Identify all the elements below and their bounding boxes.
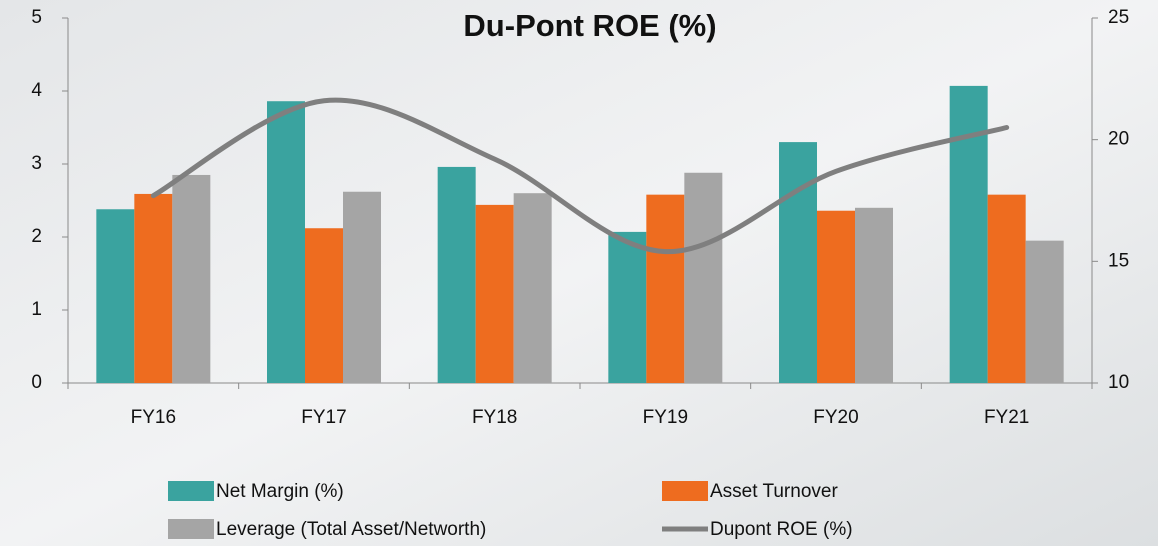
y2-tick-label: 15 xyxy=(1108,250,1129,271)
line xyxy=(150,97,1010,255)
y-tick-label: 1 xyxy=(31,299,42,320)
bar xyxy=(134,193,173,383)
bar xyxy=(779,142,817,383)
bar xyxy=(343,191,381,383)
bar xyxy=(646,194,685,383)
y-tick-label: 2 xyxy=(31,226,42,247)
bar xyxy=(96,209,135,383)
y2-tick-label: 25 xyxy=(1108,7,1129,28)
bar xyxy=(608,231,647,383)
y2-tick-label: 10 xyxy=(1108,372,1129,393)
bar xyxy=(949,85,988,383)
legend-label: Net Margin (%) xyxy=(216,481,344,502)
legend-label: Asset Turnover xyxy=(710,481,838,502)
y-tick-label: 0 xyxy=(31,372,42,393)
bar xyxy=(475,204,514,383)
y-tick-label: 3 xyxy=(31,153,42,174)
x-tick-label: FY17 xyxy=(301,407,346,428)
bar xyxy=(172,174,211,383)
bar xyxy=(305,228,343,383)
bar xyxy=(987,194,1026,383)
x-tick-label: FY20 xyxy=(813,407,858,428)
bar xyxy=(267,101,305,383)
x-tick-label: FY19 xyxy=(643,407,688,428)
bar xyxy=(684,172,723,383)
legend-swatch xyxy=(662,481,708,501)
y2-tick-label: 20 xyxy=(1108,129,1129,150)
chart-title: Du-Pont ROE (%) xyxy=(463,8,716,43)
bar xyxy=(1025,240,1064,383)
x-tick-label: FY18 xyxy=(472,407,517,428)
x-tick-label: FY16 xyxy=(131,407,176,428)
legend-label: Dupont ROE (%) xyxy=(710,519,853,540)
bar xyxy=(855,207,893,383)
legend-label: Leverage (Total Asset/Networth) xyxy=(216,519,486,540)
x-tick-label: FY21 xyxy=(984,407,1029,428)
bar xyxy=(817,210,855,383)
legend-swatch xyxy=(168,519,214,539)
y-tick-label: 4 xyxy=(31,80,42,101)
bar xyxy=(437,166,476,383)
bar xyxy=(513,193,552,383)
legend-swatch xyxy=(168,481,214,501)
y-tick-label: 5 xyxy=(31,7,42,28)
